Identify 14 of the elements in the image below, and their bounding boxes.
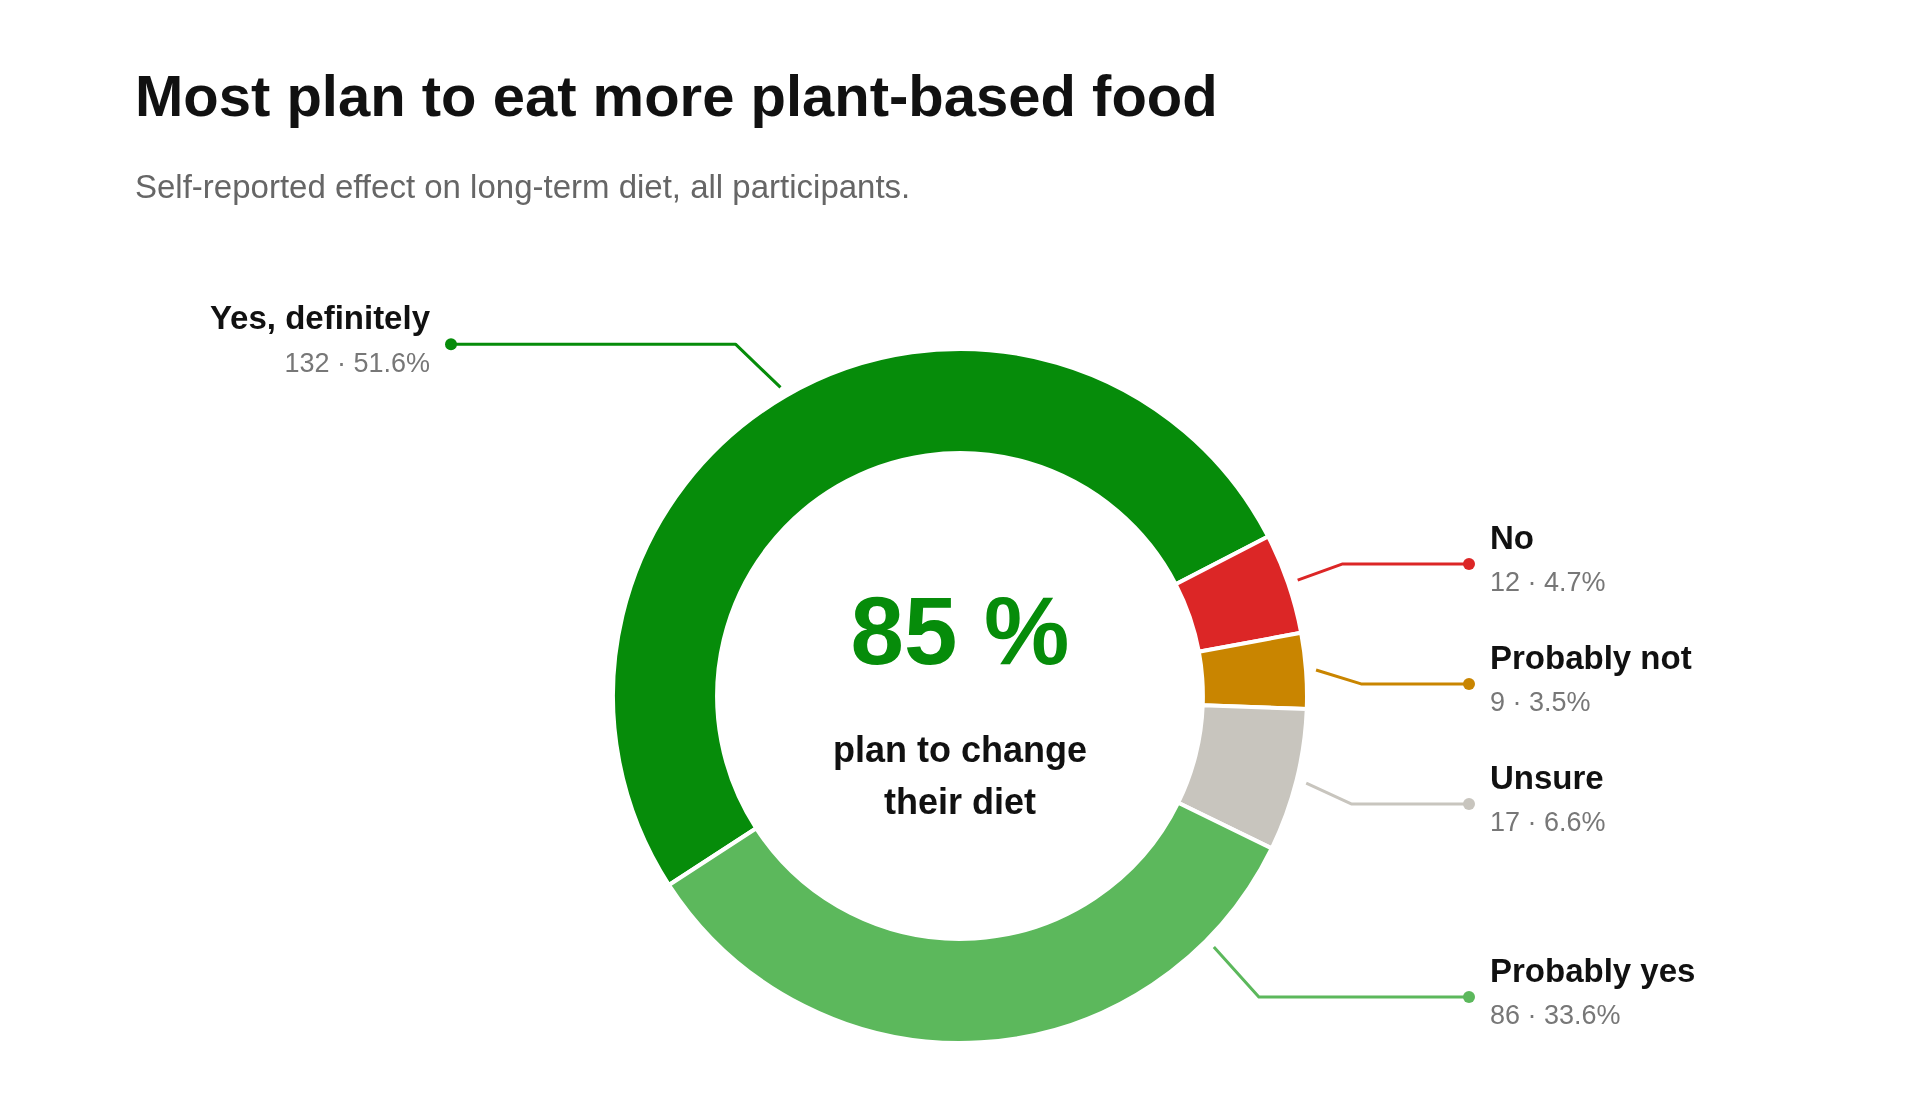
- text: 85 %: [850, 577, 1070, 685]
- slice-label: Probably yes: [1490, 952, 1696, 990]
- data-label: 86 · 33.6%: [1490, 1000, 1621, 1031]
- data-label: 132 · 51.6%: [284, 347, 430, 378]
- chart-subtitle: Self-reported effect on long-term diet, all participants.: [135, 168, 911, 206]
- data-label: 17 · 6.6%: [1490, 807, 1606, 838]
- chart-title: Most plan to eat more plant-based food: [135, 62, 1218, 129]
- slice-label: Unsure: [1490, 759, 1604, 797]
- slice-label: Yes, definitely: [209, 299, 431, 337]
- data-label: 12 · 4.7%: [1490, 567, 1606, 598]
- slice-label: No: [1490, 519, 1534, 557]
- data-label: 9 · 3.5%: [1490, 687, 1591, 718]
- slice-label: Probably not: [1490, 639, 1692, 677]
- text: plan to change their diet: [832, 728, 1088, 822]
